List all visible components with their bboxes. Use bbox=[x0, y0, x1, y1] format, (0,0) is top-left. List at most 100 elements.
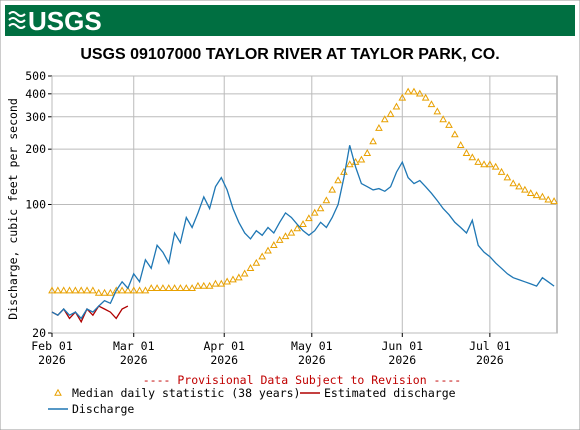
median-marker bbox=[106, 288, 115, 296]
median-marker bbox=[159, 284, 167, 292]
median-marker bbox=[328, 185, 337, 193]
median-marker bbox=[199, 281, 208, 289]
median-marker bbox=[299, 220, 307, 228]
median-marker bbox=[269, 241, 278, 248]
median-marker bbox=[363, 149, 372, 156]
y-tick-label: 100 bbox=[25, 198, 46, 212]
median-marker bbox=[100, 288, 109, 296]
median-marker bbox=[310, 208, 319, 216]
median-marker bbox=[497, 167, 506, 175]
median-marker bbox=[118, 286, 126, 294]
median-marker bbox=[439, 115, 448, 123]
median-marker bbox=[386, 109, 395, 117]
median-marker bbox=[89, 286, 97, 294]
logo-wave bbox=[8, 11, 26, 29]
legend-marker bbox=[54, 388, 62, 396]
median-marker bbox=[450, 130, 459, 138]
median-marker bbox=[445, 120, 453, 128]
median-marker bbox=[316, 204, 325, 212]
median-marker bbox=[205, 281, 214, 289]
median-marker bbox=[287, 228, 296, 236]
median-marker bbox=[83, 286, 91, 294]
median-marker bbox=[48, 286, 56, 294]
median-marker bbox=[59, 286, 68, 294]
median-marker bbox=[129, 286, 138, 294]
y-tick-label: 20 bbox=[32, 326, 46, 340]
median-marker bbox=[94, 288, 103, 296]
median-marker bbox=[176, 284, 185, 292]
median-marker bbox=[480, 160, 488, 168]
median-marker bbox=[264, 246, 272, 254]
median-marker bbox=[77, 286, 86, 294]
median-marker bbox=[240, 269, 249, 277]
median-marker bbox=[532, 191, 541, 199]
median-marker bbox=[53, 286, 62, 294]
median-marker bbox=[65, 286, 74, 294]
median-marker bbox=[375, 123, 383, 131]
median-marker bbox=[474, 157, 483, 165]
median-marker bbox=[234, 273, 243, 281]
revision-note: ---- Provisional Data Subject to Revisio… bbox=[143, 373, 462, 387]
median-marker bbox=[141, 286, 150, 294]
y-axis-label: Discharge, cubic feet per second bbox=[6, 98, 20, 320]
median-marker bbox=[357, 155, 366, 163]
median-marker bbox=[550, 197, 558, 205]
median-marker bbox=[380, 115, 389, 123]
median-marker bbox=[246, 264, 255, 271]
median-marker bbox=[293, 224, 302, 232]
discharge-line bbox=[51, 145, 555, 320]
x-tick-label: Feb 01 2026 bbox=[31, 339, 73, 367]
header-band bbox=[5, 5, 575, 36]
median-marker bbox=[223, 277, 231, 285]
chart-title: USGS 09107000 TAYLOR RIVER AT TAYLOR PAR… bbox=[80, 46, 499, 63]
median-marker bbox=[170, 284, 179, 292]
legend-label: Estimated discharge bbox=[324, 386, 456, 400]
median-marker bbox=[415, 89, 424, 97]
median-marker bbox=[112, 286, 121, 294]
median-marker bbox=[515, 182, 523, 190]
median-marker bbox=[124, 286, 132, 294]
y-tick-label: 200 bbox=[25, 142, 46, 156]
median-marker bbox=[164, 284, 173, 292]
median-marker bbox=[182, 284, 191, 292]
median-marker bbox=[544, 195, 553, 203]
median-marker bbox=[486, 160, 494, 168]
median-marker bbox=[147, 284, 156, 292]
median-marker bbox=[398, 93, 407, 101]
median-marker bbox=[410, 87, 418, 95]
median-marker bbox=[456, 141, 465, 148]
median-marker bbox=[258, 252, 267, 260]
median-marker bbox=[188, 284, 196, 292]
median-marker bbox=[433, 107, 442, 115]
median-marker bbox=[509, 179, 518, 187]
legend-label: Median daily statistic (38 years) bbox=[72, 386, 300, 400]
median-marker bbox=[427, 100, 436, 108]
x-tick-label: Apr 01 2026 bbox=[203, 339, 245, 367]
median-marker bbox=[345, 160, 354, 168]
median-marker bbox=[392, 102, 401, 110]
x-tick-label: May 01 2026 bbox=[291, 339, 333, 367]
median-marker bbox=[71, 286, 80, 294]
median-marker bbox=[217, 279, 226, 287]
median-marker bbox=[521, 185, 529, 193]
median-marker bbox=[135, 286, 144, 294]
median-marker bbox=[194, 281, 202, 289]
logo: USGS bbox=[28, 6, 102, 36]
y-tick-label: 300 bbox=[25, 110, 46, 124]
median-marker bbox=[526, 189, 535, 197]
x-tick-label: Mar 01 2026 bbox=[113, 339, 155, 367]
x-tick-label: Jul 01 2026 bbox=[469, 339, 511, 367]
median-marker bbox=[153, 284, 161, 292]
median-marker bbox=[281, 232, 290, 240]
median-marker bbox=[491, 162, 500, 170]
median-marker bbox=[334, 176, 342, 184]
median-marker bbox=[211, 279, 220, 287]
y-tick-label: 400 bbox=[25, 87, 46, 101]
median-marker bbox=[538, 192, 547, 200]
median-marker bbox=[468, 153, 477, 161]
median-marker bbox=[421, 93, 430, 101]
median-marker bbox=[229, 275, 237, 283]
median-marker bbox=[369, 137, 377, 145]
median-marker bbox=[322, 196, 331, 204]
